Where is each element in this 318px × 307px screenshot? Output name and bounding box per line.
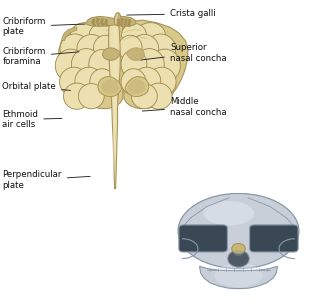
Ellipse shape — [89, 23, 114, 46]
Ellipse shape — [131, 84, 157, 109]
Ellipse shape — [228, 250, 249, 267]
Circle shape — [118, 19, 120, 21]
Text: Perpendicular
plate: Perpendicular plate — [3, 170, 90, 190]
Polygon shape — [127, 48, 144, 60]
Ellipse shape — [135, 23, 165, 49]
FancyBboxPatch shape — [250, 225, 298, 252]
Polygon shape — [114, 13, 121, 25]
FancyBboxPatch shape — [179, 225, 227, 252]
Circle shape — [118, 22, 120, 24]
Polygon shape — [61, 27, 77, 41]
Ellipse shape — [60, 34, 90, 64]
Text: Cribriform
foramina: Cribriform foramina — [3, 47, 79, 66]
Ellipse shape — [121, 69, 146, 95]
Text: Cribriform
plate: Cribriform plate — [3, 17, 85, 36]
Polygon shape — [86, 16, 116, 26]
Ellipse shape — [215, 263, 262, 287]
Polygon shape — [98, 76, 121, 97]
Text: Middle
nasal concha: Middle nasal concha — [142, 97, 226, 117]
Polygon shape — [113, 25, 117, 176]
Ellipse shape — [75, 67, 103, 95]
Ellipse shape — [64, 83, 90, 109]
Ellipse shape — [133, 67, 161, 95]
Text: Ethmoid
air cells: Ethmoid air cells — [3, 110, 62, 129]
Ellipse shape — [204, 201, 254, 225]
Text: Orbital plate: Orbital plate — [3, 82, 70, 91]
Circle shape — [125, 21, 127, 23]
Ellipse shape — [146, 34, 176, 64]
Circle shape — [121, 18, 123, 20]
Ellipse shape — [90, 69, 114, 95]
Circle shape — [105, 22, 107, 24]
Circle shape — [125, 24, 127, 26]
Circle shape — [97, 18, 99, 20]
Polygon shape — [128, 79, 145, 95]
Circle shape — [125, 19, 127, 21]
Ellipse shape — [147, 67, 176, 96]
Text: Superior
nasal concha: Superior nasal concha — [141, 43, 226, 63]
Ellipse shape — [145, 83, 172, 109]
Polygon shape — [59, 20, 123, 109]
Ellipse shape — [78, 84, 104, 109]
Circle shape — [96, 21, 98, 23]
Circle shape — [128, 20, 130, 22]
Circle shape — [98, 23, 100, 25]
Ellipse shape — [93, 35, 117, 60]
Circle shape — [118, 24, 120, 26]
Text: Crista galli: Crista galli — [127, 9, 216, 18]
Ellipse shape — [89, 50, 114, 79]
Polygon shape — [123, 20, 188, 109]
Ellipse shape — [178, 193, 299, 269]
Circle shape — [93, 19, 95, 21]
Ellipse shape — [121, 23, 146, 46]
Polygon shape — [102, 48, 120, 60]
Circle shape — [101, 21, 103, 23]
Circle shape — [121, 23, 123, 25]
Ellipse shape — [55, 49, 86, 82]
Circle shape — [102, 24, 104, 26]
Ellipse shape — [130, 34, 159, 62]
Ellipse shape — [118, 35, 142, 60]
Circle shape — [105, 20, 107, 22]
Ellipse shape — [149, 49, 180, 82]
Polygon shape — [125, 76, 149, 97]
Circle shape — [128, 22, 130, 24]
Circle shape — [92, 22, 94, 24]
Circle shape — [106, 24, 108, 26]
Ellipse shape — [232, 243, 245, 254]
Polygon shape — [115, 13, 118, 25]
Polygon shape — [116, 16, 136, 26]
Polygon shape — [109, 24, 120, 189]
Ellipse shape — [77, 34, 106, 62]
Ellipse shape — [70, 23, 101, 49]
Circle shape — [93, 24, 95, 26]
Circle shape — [128, 24, 130, 26]
Circle shape — [101, 19, 103, 21]
Ellipse shape — [232, 245, 245, 251]
Polygon shape — [101, 79, 119, 95]
Polygon shape — [200, 266, 277, 289]
Ellipse shape — [59, 67, 88, 96]
Ellipse shape — [72, 49, 101, 80]
Ellipse shape — [135, 49, 164, 80]
Ellipse shape — [233, 250, 244, 256]
Circle shape — [121, 21, 123, 23]
Ellipse shape — [121, 50, 147, 79]
